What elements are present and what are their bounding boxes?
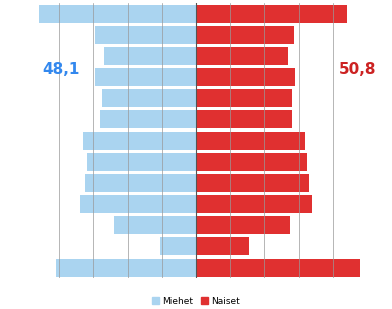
Bar [196,89,292,107]
Bar [87,153,196,171]
Bar [56,259,196,277]
Bar [196,259,360,277]
Bar [160,237,196,255]
Bar [85,174,196,192]
Bar [95,26,196,44]
Bar [95,68,196,86]
Bar [80,195,196,213]
Bar [196,68,295,86]
Bar [196,237,249,255]
Bar [196,132,305,150]
Bar [114,216,196,234]
Bar [196,47,289,65]
Bar [196,153,307,171]
Text: 50,8: 50,8 [339,62,377,77]
Legend: Miehet, Naiset: Miehet, Naiset [148,293,244,309]
Bar [196,110,292,129]
Bar [39,5,196,23]
Bar [196,26,294,44]
Bar [102,89,196,107]
Bar [196,195,312,213]
Bar [83,132,196,150]
Bar [103,47,196,65]
Bar [196,216,290,234]
Bar [196,5,347,23]
Bar [100,110,196,129]
Bar [196,174,309,192]
Text: 48,1: 48,1 [42,62,79,77]
